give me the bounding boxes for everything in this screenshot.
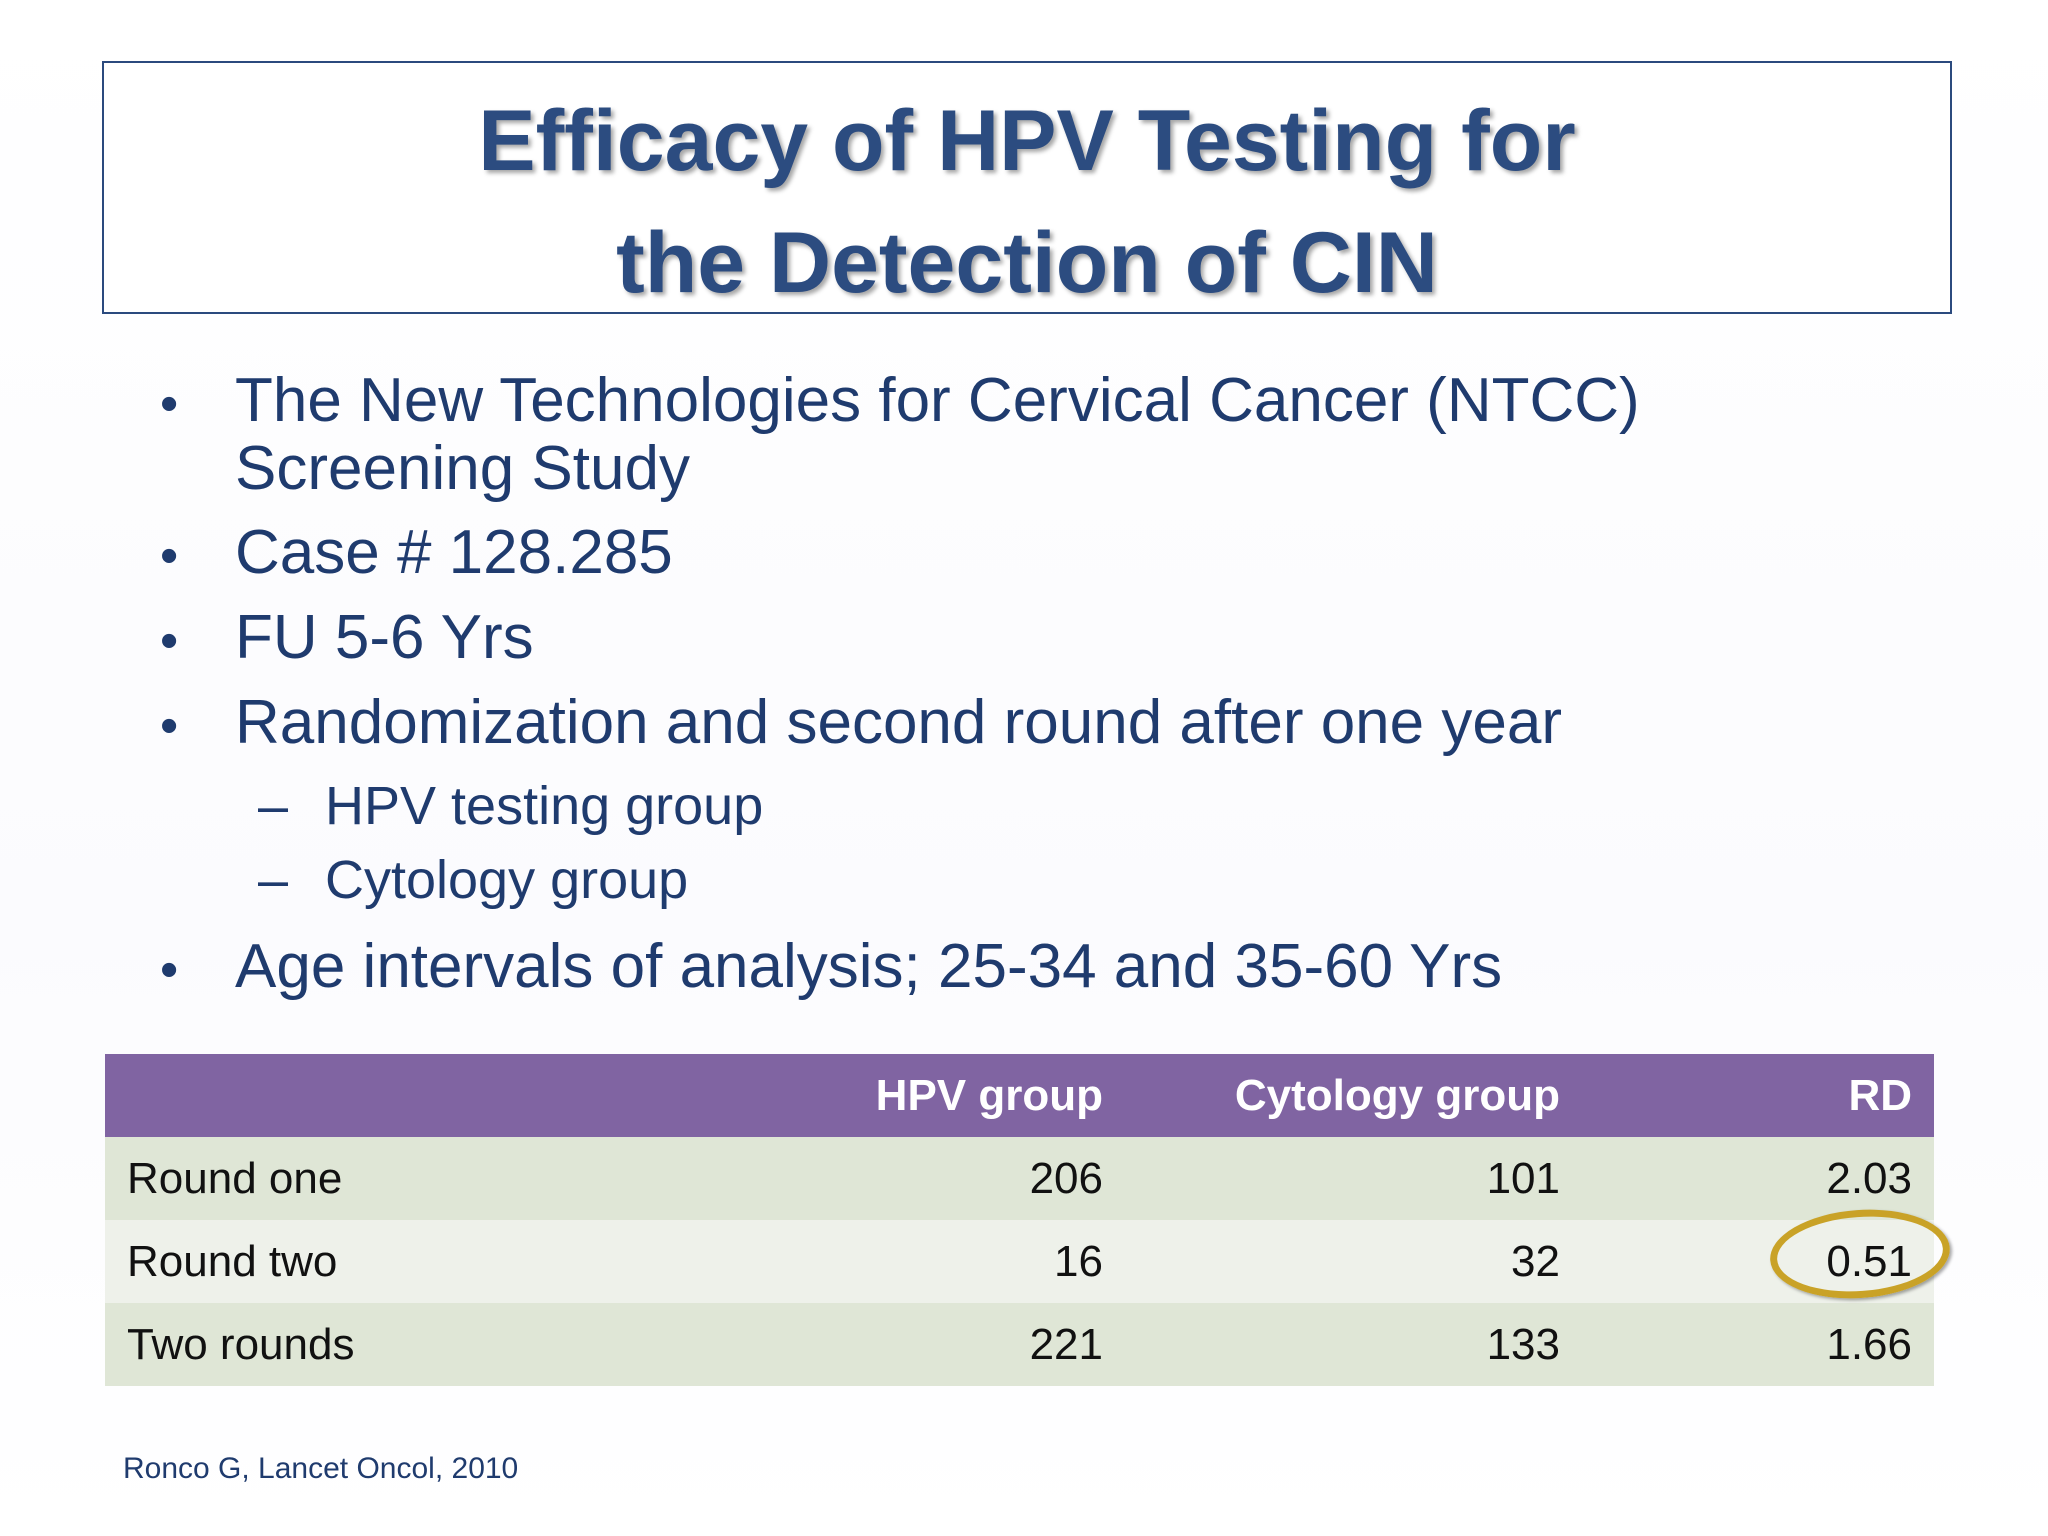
- table-header-row: HPV group Cytology group RD: [105, 1054, 1934, 1137]
- bullet-marker: •: [160, 375, 179, 433]
- row-label: Round one: [127, 1154, 343, 1203]
- rd-value: 2.03: [1826, 1154, 1912, 1203]
- sub-bullet-cytology-group: Cytology group: [325, 850, 689, 910]
- bullet-randomization: Randomization and second round after one…: [235, 688, 1562, 757]
- header-cytology-group: Cytology group: [1234, 1071, 1560, 1120]
- cytology-value: 133: [1486, 1320, 1560, 1369]
- header-rd: RD: [1848, 1071, 1912, 1120]
- sub-bullet-marker: –: [258, 776, 289, 836]
- row-label: Round two: [127, 1237, 338, 1286]
- sub-bullet-hpv-group: HPV testing group: [325, 776, 764, 836]
- cytology-value: 101: [1486, 1154, 1560, 1203]
- table-row: Round two 16 32 0.51: [105, 1220, 1934, 1303]
- bullet-case-count: Case # 128.285: [235, 518, 673, 587]
- cytology-value: 32: [1511, 1237, 1560, 1286]
- sub-bullet-marker: –: [258, 850, 289, 910]
- slide-title-line-2: the Detection of CIN: [616, 215, 1438, 311]
- hpv-value: 206: [1029, 1154, 1103, 1203]
- citation: Ronco G, Lancet Oncol, 2010: [123, 1452, 519, 1485]
- table-row: Two rounds 221 133 1.66: [105, 1303, 1934, 1386]
- bullet-marker: •: [160, 612, 179, 670]
- table-row: Round one 206 101 2.03: [105, 1137, 1934, 1220]
- bullet-follow-up: FU 5-6 Yrs: [235, 603, 534, 672]
- bullet-marker: •: [160, 697, 179, 755]
- rd-value: 0.51: [1826, 1237, 1912, 1286]
- bullet-ntcc-line-1: The New Technologies for Cervical Cancer…: [235, 366, 1640, 435]
- bullet-marker: •: [160, 527, 179, 585]
- header-hpv-group: HPV group: [875, 1071, 1103, 1120]
- bullet-marker: •: [160, 941, 179, 999]
- slide-title-line-1: Efficacy of HPV Testing for: [478, 93, 1576, 189]
- title-box: Efficacy of HPV Testing for the Detectio…: [102, 61, 1952, 314]
- rd-value: 1.66: [1826, 1320, 1912, 1369]
- bullet-age-intervals: Age intervals of analysis; 25-34 and 35-…: [235, 932, 1503, 1001]
- bullet-ntcc-line-2: Screening Study: [235, 434, 690, 503]
- hpv-value: 16: [1054, 1237, 1103, 1286]
- row-label: Two rounds: [127, 1320, 355, 1369]
- hpv-value: 221: [1029, 1320, 1103, 1369]
